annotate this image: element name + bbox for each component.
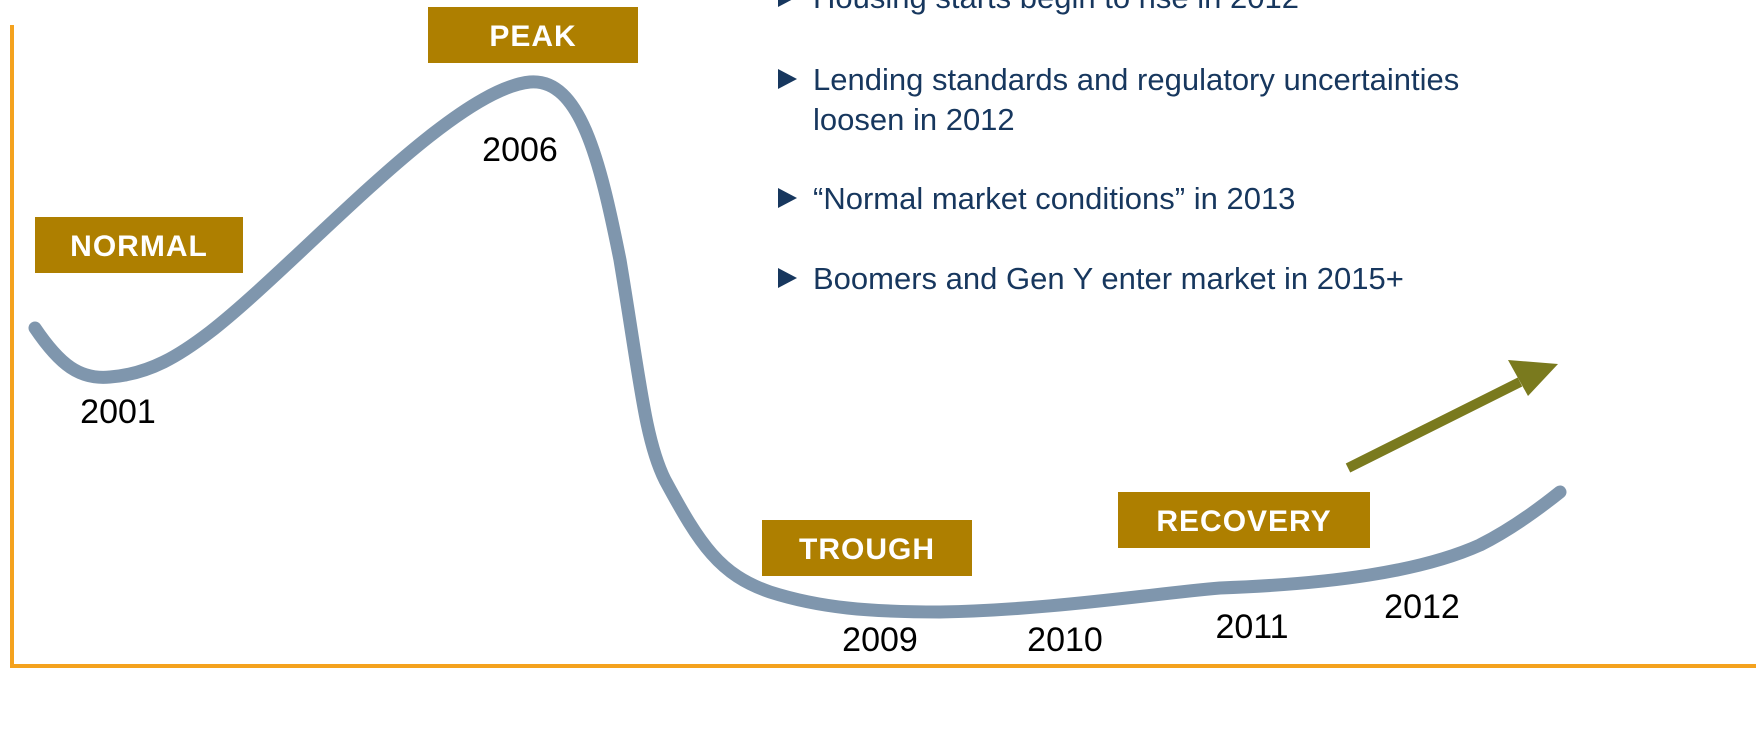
phase-label: RECOVERY — [1156, 505, 1331, 538]
phase-label: PEAK — [489, 20, 576, 53]
bullet-marker — [778, 69, 797, 89]
bullet-text: loosen in 2012 — [813, 102, 1015, 137]
phase-box — [762, 520, 972, 576]
phase-label: TROUGH — [799, 533, 935, 566]
phase-box — [35, 217, 243, 273]
bullet-marker — [778, 188, 797, 208]
recovery-arrow — [1345, 377, 1523, 473]
year-label: 2010 — [1027, 621, 1103, 659]
year-label: 2011 — [1215, 608, 1288, 646]
year-label: 2009 — [842, 621, 918, 659]
bullet-marker — [778, 268, 797, 288]
bullet-marker — [778, 0, 792, 7]
year-label: 2006 — [482, 131, 558, 169]
phase-box — [428, 7, 638, 63]
bullet-list: Housing starts begin to rise in 2012 Lend… — [778, 0, 1459, 296]
year-label: 2001 — [80, 393, 156, 431]
year-label: 2012 — [1384, 588, 1460, 626]
arrow-head — [1508, 360, 1558, 396]
bullet-text: Housing starts begin to rise in 2012 — [813, 0, 1299, 15]
phase-box — [1118, 492, 1370, 548]
cycle-curve — [28, 75, 1567, 619]
bullet-text: Lending standards and regulatory uncerta… — [813, 62, 1459, 97]
bullet-text: “Normal market conditions” in 2013 — [813, 181, 1295, 216]
bullet-text: Boomers and Gen Y enter market in 2015+ — [813, 261, 1404, 296]
phase-label: NORMAL — [70, 230, 208, 263]
